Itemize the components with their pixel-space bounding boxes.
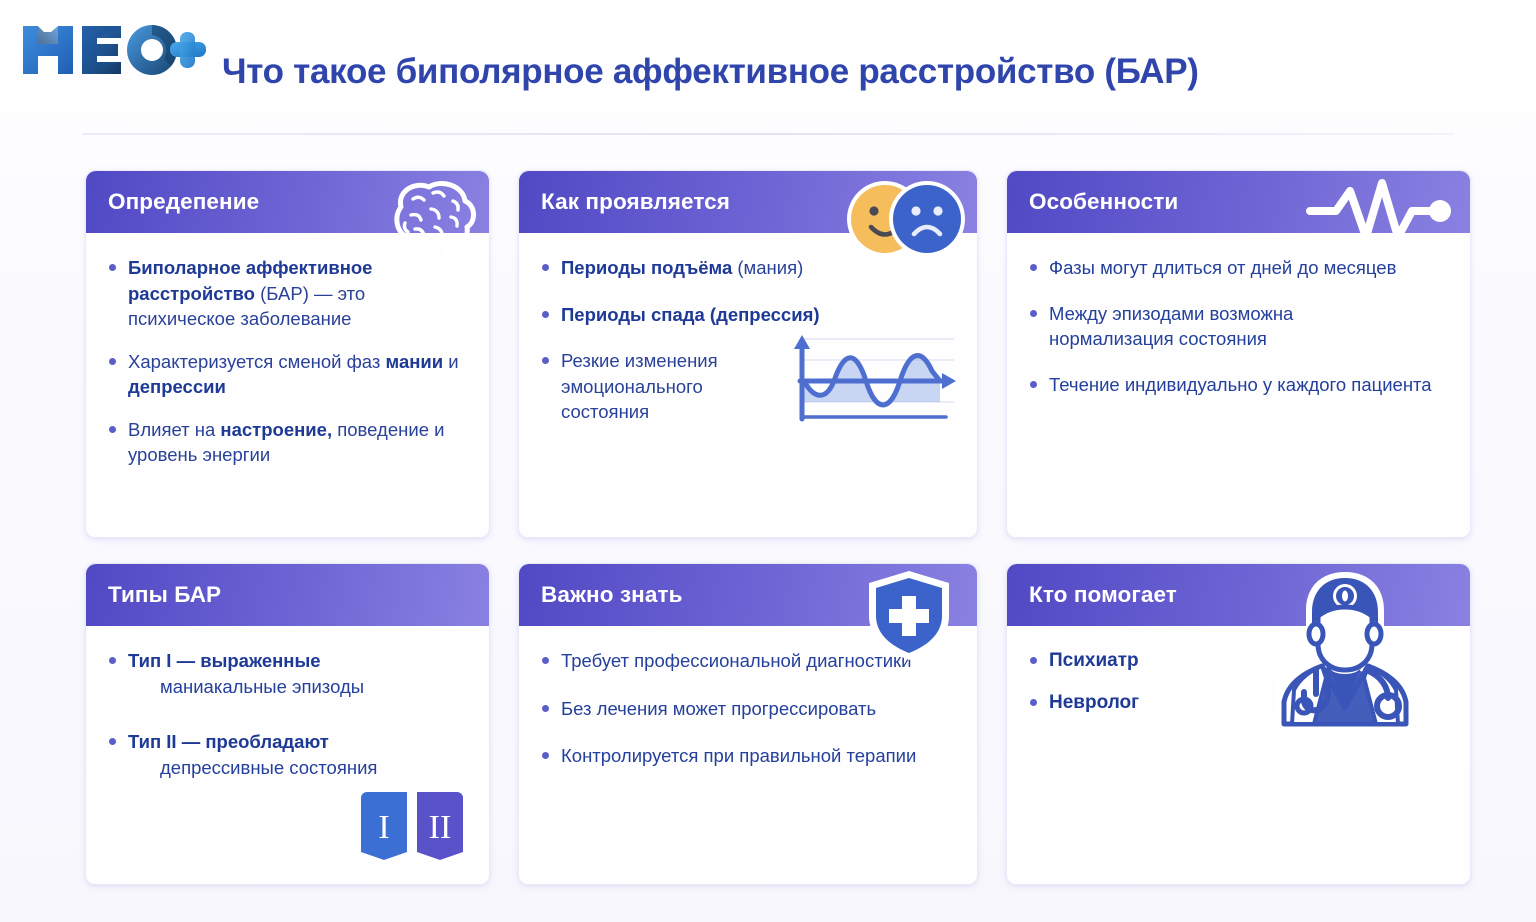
type-badge-1-label: I: [378, 809, 389, 846]
types-item-0-bold: Тип I — выраженные: [128, 650, 321, 671]
who-helps-item-1: Невролог: [1049, 692, 1140, 714]
list-item: Биполарное аффективное расстройство (БАР…: [106, 255, 469, 332]
header-divider: [82, 133, 1454, 135]
card-who-helps-body: Психиатр Невролог: [1007, 626, 1470, 884]
card-types-body: Тип I — выраженные маниакальные эпизоды …: [86, 626, 489, 884]
card-who-helps-header: Кто помогает: [1007, 564, 1470, 727]
cards-grid: Опредепение: [85, 170, 1471, 885]
list-item: Между эпизодами возможна нормализация со…: [1027, 301, 1327, 352]
important-bullet-list: Требует профессиональной диагностики Без…: [539, 648, 957, 769]
neo-plus-logo: [18, 18, 208, 80]
card-definition-header: Опредепение: [86, 171, 489, 266]
type-badge-2-label: II: [429, 809, 452, 846]
list-item: Тип I — выраженные маниакальные эпизоды: [106, 648, 469, 699]
type-badges-icon: I II: [359, 790, 465, 862]
card-types-title: Типы БАР: [108, 582, 222, 607]
manifestation-bullet-list: Периоды подъёма (мания) Периоды спада (д…: [539, 255, 957, 425]
card-important-body: Требует профессиональной диагностики Без…: [519, 626, 977, 884]
definition-bullet-1-bold2: депрессии: [128, 376, 226, 398]
page-title: Что такое биполярное аффективное расстро…: [222, 52, 1199, 91]
card-who-helps-title: Кто помогает: [1029, 582, 1177, 607]
definition-bullet-0-rest: (БАР) — это психическое заболевание: [128, 282, 366, 330]
card-definition-title: Опредепение: [108, 189, 260, 214]
card-manifestation-title: Как проявляется: [541, 189, 730, 214]
definition-bullet-2-bold: настроение,: [220, 418, 333, 440]
card-features-title: Особенности: [1029, 189, 1179, 214]
who-helps-item-0: Психиатр: [1049, 650, 1139, 671]
list-item: Контролируется при правильной терапии: [539, 743, 957, 769]
definition-bullet-0-lead: Биполарное аффективное расстройство: [128, 257, 373, 304]
card-definition: Опредепение: [85, 170, 490, 538]
manifestation-bullet-0-normal: (мания): [732, 257, 804, 278]
list-item: Тип II — преобладают депрессивные состоя…: [106, 729, 469, 780]
definition-bullet-2-rest: поведение и уровень энергии: [128, 418, 445, 466]
list-item: Течение индивидуально у каждого пациента: [1027, 372, 1450, 398]
manifestation-bullet-0-bold: Периоды подъёма: [561, 257, 733, 278]
list-item: Периоды спада (депрессия): [539, 302, 957, 328]
definition-bullet-2-lead: Влияет на: [128, 418, 221, 440]
types-item-0-sub: маниакальные эпизоды: [160, 675, 365, 697]
card-features-header: Особенности: [1007, 171, 1470, 241]
card-features: Особенности Фазы могут длиться от дней д…: [1006, 170, 1471, 538]
card-manifestation: Как проявляется Период: [518, 170, 978, 538]
list-item: Без лечения может прогрессировать: [539, 696, 957, 722]
list-item: Резкие изменения эмоционального состояни…: [539, 348, 787, 425]
definition-bullet-list: Биполарное аффективное расстройство (БАР…: [106, 255, 469, 468]
manifestation-bullet-1-bold: Периоды спада (депрессия): [561, 303, 820, 325]
card-important-header: Важно знать: [519, 564, 977, 660]
list-item: Требует профессиональной диагностики: [539, 648, 957, 674]
list-item: Влияет на настроение, поведение и уровен…: [106, 417, 469, 468]
features-bullet-list: Фазы могут длиться от дней до месяцев Ме…: [1027, 255, 1450, 397]
types-item-1-sub: депрессивные состояния: [160, 756, 378, 778]
types-bullet-list: Тип I — выраженные маниакальные эпизоды …: [106, 648, 469, 780]
card-manifestation-body: Периоды подъёма (мания) Периоды спада (д…: [519, 233, 977, 464]
list-item: Невролог: [1027, 690, 1450, 716]
card-important-title: Важно знать: [541, 582, 683, 607]
wave-oscillation-chart-icon: [774, 327, 959, 427]
list-item: Характеризуется сменой фаз мании и депре…: [106, 349, 469, 400]
who-helps-bullet-list: Психиатр Невролог: [1027, 648, 1450, 716]
card-who-helps: Кто помогает: [1006, 563, 1471, 885]
card-definition-body: Биполарное аффективное расстройство (БАР…: [86, 233, 489, 486]
card-types-header: Типы БАР: [86, 564, 489, 626]
card-types: Типы БАР Тип I — выраженные маниакальные…: [85, 563, 490, 885]
list-item: Периоды подъёма (мания): [539, 255, 957, 281]
types-item-1-bold: Тип II — преобладают: [128, 731, 329, 753]
definition-bullet-1-lead: Характеризуется сменой фаз: [128, 350, 386, 372]
card-important: Важно знать Требует профессиональной диа…: [518, 563, 978, 885]
list-item: Фазы могут длиться от дней до месяцев: [1027, 255, 1450, 281]
definition-bullet-1-bold: мании: [385, 350, 444, 372]
card-features-body: Фазы могут длиться от дней до месяцев Ме…: [1007, 233, 1470, 435]
card-manifestation-header: Как проявляется: [519, 171, 977, 257]
definition-bullet-1-rest: и: [443, 350, 459, 372]
list-item: Психиатр: [1027, 648, 1450, 674]
manifestation-bullet-2-normal: Резкие изменения эмоционального состояни…: [561, 350, 718, 423]
page-header: Что такое биполярное аффективное расстро…: [0, 0, 1536, 135]
